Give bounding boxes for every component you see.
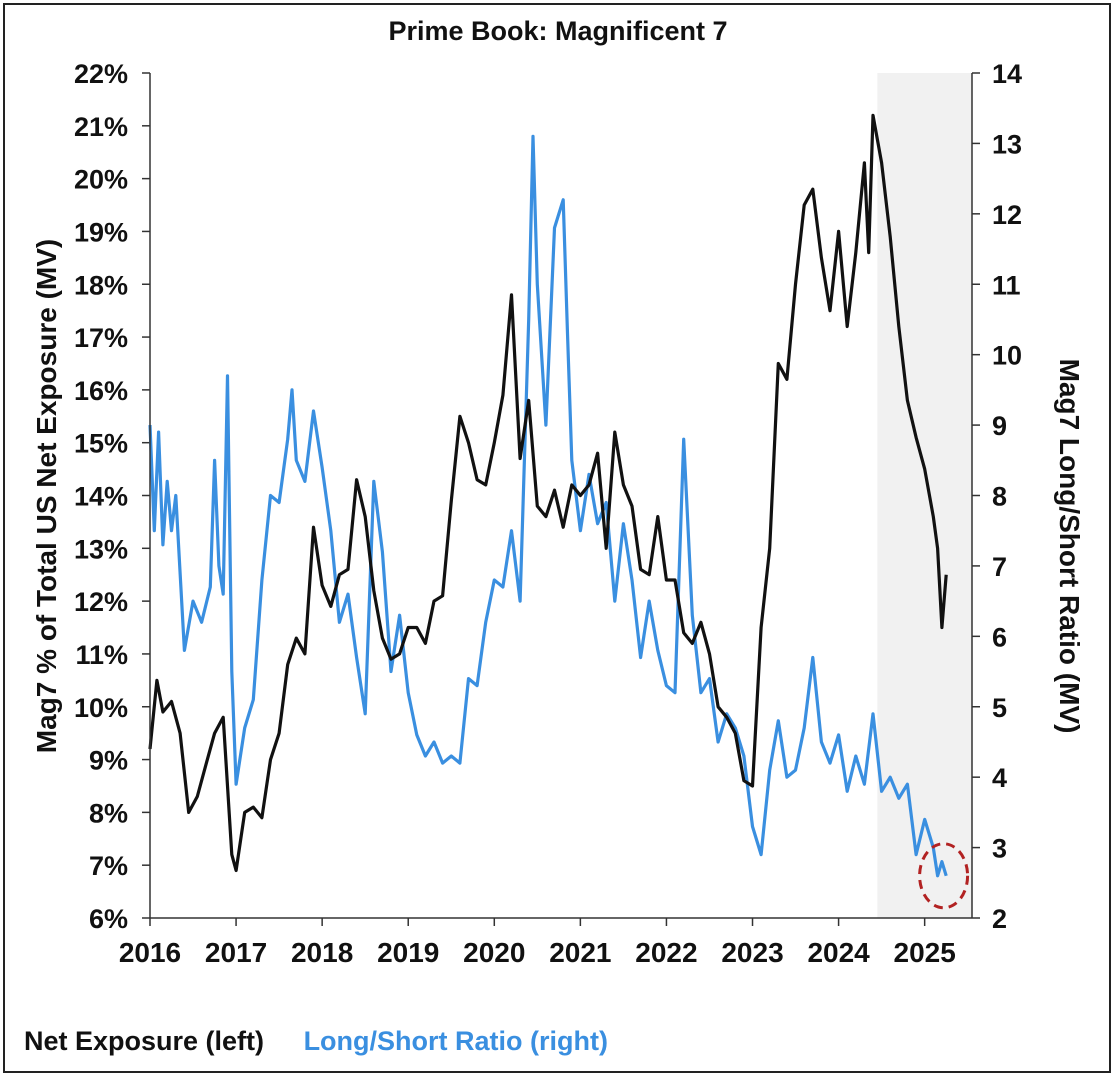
y-right-tick-label: 3 (992, 834, 1007, 864)
series-long-short-line (148, 134, 948, 878)
x-tick-label: 2023 (721, 937, 783, 968)
y-right-tick-label: 12 (992, 200, 1022, 230)
x-axis-ticks: 2016 2017 2018 2019 2020 2021 2022 2023 2024 2025 (119, 918, 956, 968)
y-left-tick-label: 10% (74, 693, 128, 723)
series-net-exposure-line (148, 113, 948, 873)
y-left-tick-label: 6% (89, 904, 128, 934)
y-left-tick-label: 9% (89, 746, 128, 776)
y-right-tick-label: 9 (992, 411, 1007, 441)
y-left-tick-label: 11% (75, 640, 128, 670)
y-right-tick-label: 13 (992, 129, 1022, 159)
y-right-tick-label: 8 (992, 482, 1007, 512)
y-left-label: Mag7 % of Total US Net Exposure (MV) (31, 239, 62, 753)
shaded-region (877, 73, 972, 918)
left-axis: 6% 7% 8% 9% 10% 11% 12% 13% 14% 15% 16% 17% 18% 19% 20… (74, 59, 150, 934)
x-tick-label: 2025 (894, 937, 956, 968)
x-tick-label: 2021 (549, 937, 611, 968)
chart-frame (3, 3, 1111, 1073)
highlight-circle (918, 842, 970, 910)
y-left-tick-label: 20% (74, 165, 128, 195)
y-left-tick-label: 18% (74, 270, 128, 300)
y-right-tick-label: 7 (992, 552, 1007, 582)
chart-title: Prime Book: Magnificent 7 (388, 16, 727, 46)
legend-net-exposure: Net Exposure (left) (24, 1026, 265, 1056)
y-right-tick-label: 11 (992, 270, 1021, 300)
x-tick-label: 2019 (377, 937, 439, 968)
y-right-label: Mag7 Long/Short Ratio (MV) (1054, 359, 1085, 734)
x-tick-label: 2016 (119, 937, 181, 968)
y-left-tick-label: 13% (74, 534, 128, 564)
y-left-tick-label: 17% (74, 323, 128, 353)
right-axis: 2 3 4 5 6 7 8 9 10 11 12 13 14 (972, 59, 1022, 934)
legend-long-short: Long/Short Ratio (right) (303, 1026, 608, 1056)
y-right-tick-label: 5 (992, 693, 1007, 723)
y-right-tick-label: 10 (992, 341, 1022, 371)
y-left-tick-label: 21% (74, 112, 128, 142)
y-right-tick-label: 2 (992, 904, 1007, 934)
y-right-tick-label: 14 (992, 59, 1022, 89)
y-left-tick-label: 22% (74, 59, 128, 89)
y-left-tick-label: 15% (74, 429, 128, 459)
x-tick-label: 2022 (635, 937, 697, 968)
y-left-tick-label: 7% (89, 851, 128, 881)
y-left-tick-label: 8% (89, 798, 128, 828)
y-right-tick-label: 6 (992, 622, 1007, 652)
y-left-tick-label: 16% (74, 376, 128, 406)
x-tick-label: 2017 (205, 937, 267, 968)
legend: Net Exposure (left) Long/Short Ratio (ri… (24, 1026, 608, 1057)
x-tick-label: 2020 (463, 937, 525, 968)
y-right-tick-label: 4 (992, 763, 1007, 793)
x-tick-label: 2024 (807, 937, 870, 968)
y-left-tick-label: 12% (74, 587, 128, 617)
y-left-tick-label: 14% (74, 482, 128, 512)
x-tick-label: 2018 (291, 937, 353, 968)
series-lines (148, 113, 948, 878)
y-left-tick-label: 19% (74, 217, 128, 247)
